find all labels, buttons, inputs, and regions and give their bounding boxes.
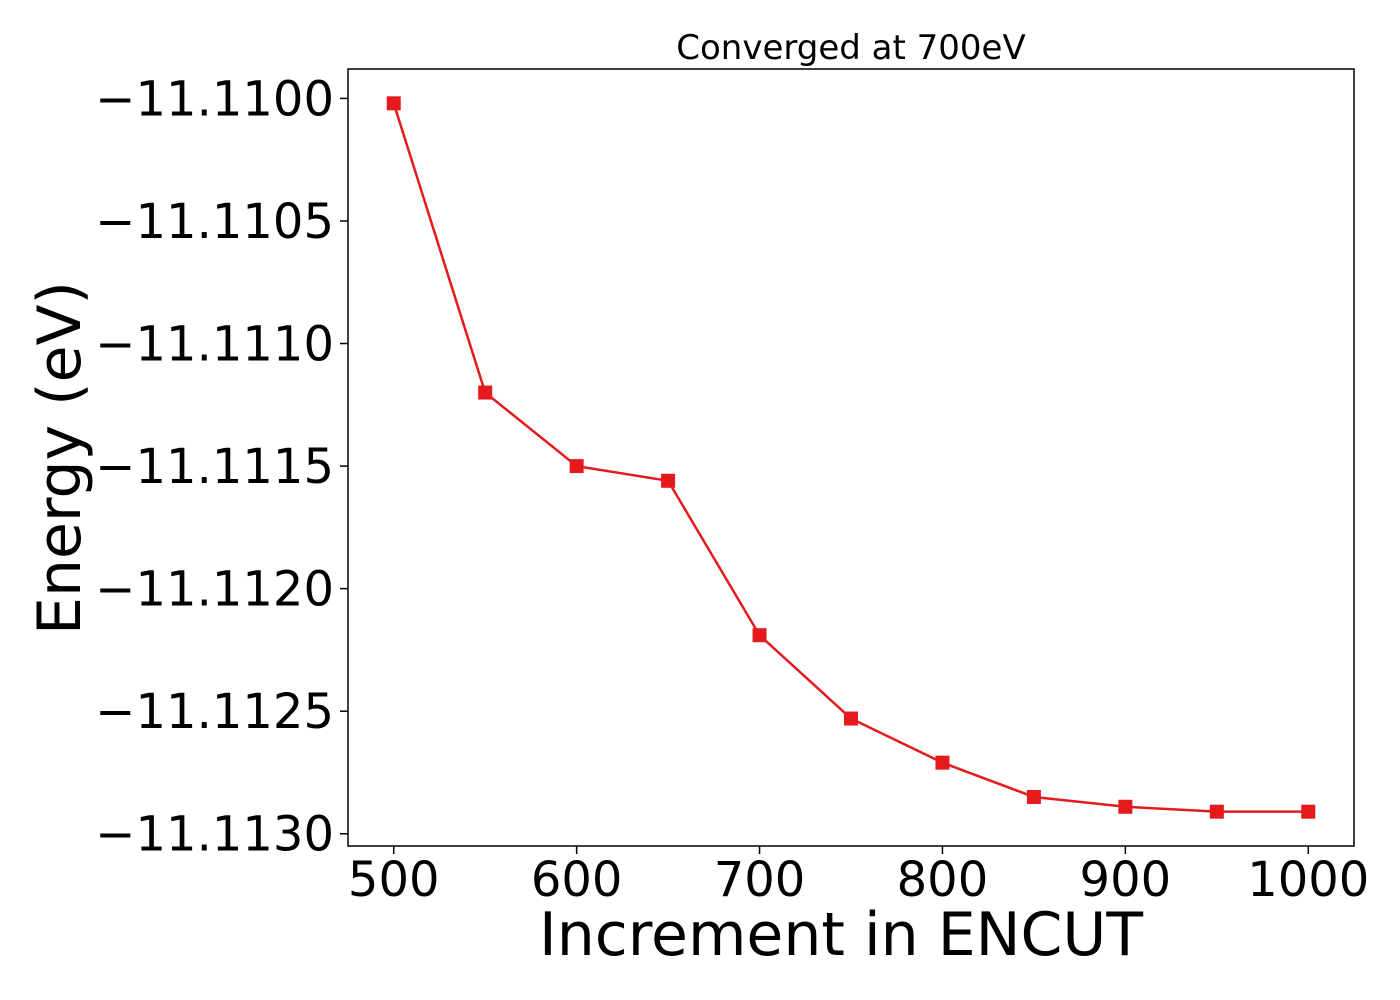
data-point-square [935,755,950,770]
x-tick-label: 500 [348,852,440,908]
data-point-square [1209,804,1224,819]
y-tick-label: −11.1115 [95,439,334,495]
x-axis-title: Increment in ENCUT [539,900,1143,970]
data-point-square [1118,799,1133,814]
chart-title: Converged at 700eV [676,28,1025,68]
x-tick-label: 600 [531,852,623,908]
plot-frame [347,68,1355,847]
data-point-square [1026,789,1041,804]
y-tick-label: −11.1110 [95,317,334,373]
data-point-square [569,459,584,474]
y-tick-label: −11.1105 [95,194,334,250]
x-tick-label: 1000 [1247,852,1369,908]
data-point-square [752,628,767,643]
y-tick-label: −11.1130 [95,807,334,863]
data-point-square [844,711,858,726]
data-point-square [1301,804,1316,819]
x-tick-label: 700 [714,852,806,908]
x-tick-label: 800 [897,852,989,908]
y-tick-label: −11.1120 [95,562,334,618]
x-tick-label: 900 [1080,852,1172,908]
y-axis-title: Energy (eV) [25,281,95,635]
y-tick-label: −11.1125 [95,684,334,740]
data-point-square [386,96,401,111]
data-point-square [478,385,493,400]
data-point-square [661,473,676,488]
ticks-layer: 500 600 700 800 900 1000 −11.1100 −11.1105 −11.1… [95,71,1369,908]
y-tick-label: −11.1100 [95,71,334,127]
series-layer [386,96,1316,819]
